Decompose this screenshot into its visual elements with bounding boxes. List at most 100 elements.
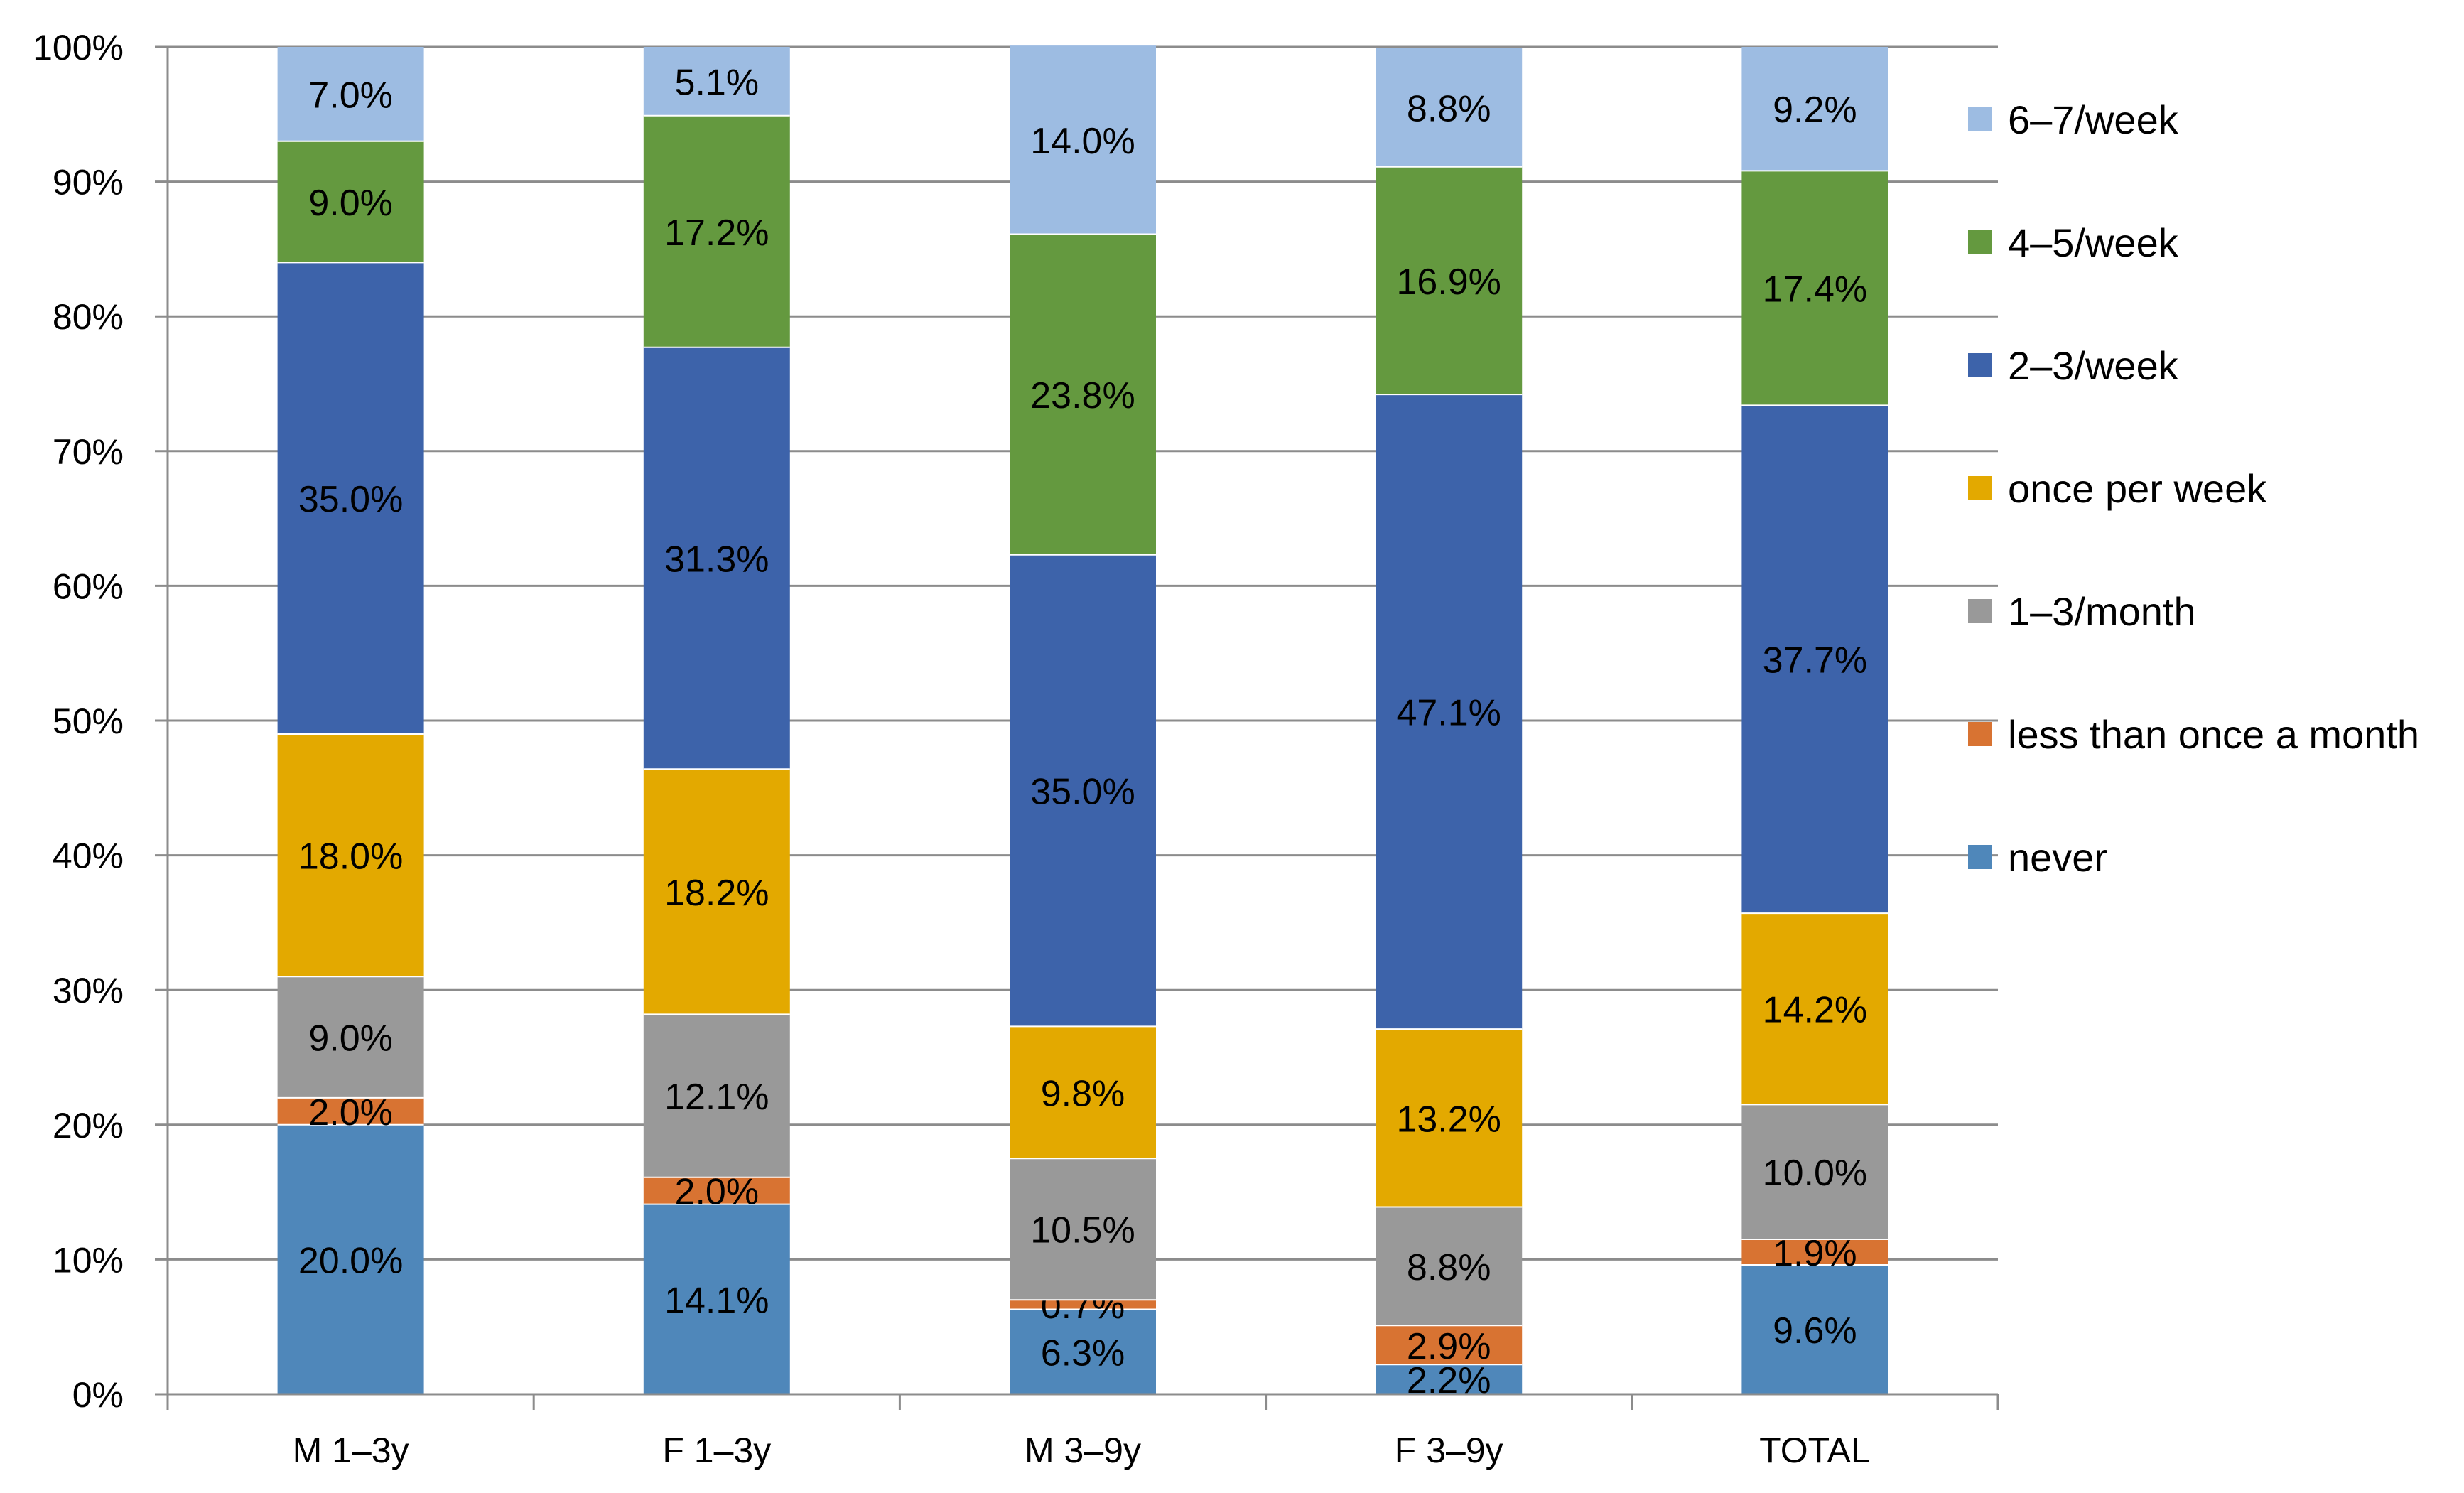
- y-tick-label: 20%: [53, 1106, 124, 1146]
- data-label: 8.8%: [1407, 1247, 1491, 1288]
- data-label: 13.2%: [1396, 1099, 1501, 1140]
- bar-segment: [1741, 1239, 1888, 1265]
- data-label: 9.8%: [1041, 1073, 1125, 1114]
- y-tick-label: 0%: [72, 1375, 124, 1415]
- bar-segment: [277, 976, 424, 1098]
- data-label: 2.9%: [1407, 1326, 1491, 1367]
- data-label: 18.2%: [664, 873, 769, 914]
- bar-segment: [1010, 554, 1156, 1027]
- data-label: 47.1%: [1396, 693, 1501, 734]
- bar-segment: [277, 733, 424, 977]
- y-tick-label: 90%: [53, 163, 124, 203]
- data-label: 23.8%: [1030, 375, 1135, 416]
- bar-segment: [277, 141, 424, 263]
- legend-swatch: [1968, 722, 1992, 746]
- legend-swatch: [1968, 476, 1992, 500]
- bar-segment: [1376, 1325, 1523, 1365]
- legend-label: 4–5/week: [2008, 220, 2179, 265]
- bar-segment: [1741, 1104, 1888, 1239]
- bar-segment: [1741, 171, 1888, 406]
- bar-segment: [277, 1097, 424, 1125]
- x-category-label: TOTAL: [1759, 1430, 1871, 1470]
- bar-segment: [1010, 1158, 1156, 1300]
- legend: 6–7/week 4–5/week 2–3/week once per week 1–3…: [1968, 97, 2419, 880]
- x-category-label: M 1–3y: [293, 1430, 409, 1470]
- data-label: 10.5%: [1030, 1210, 1135, 1251]
- y-tick-label: 60%: [53, 566, 124, 606]
- bar-segment: [643, 769, 790, 1015]
- bar-segment: [1376, 1207, 1523, 1326]
- bar-segment: [1010, 45, 1156, 235]
- data-label: 12.1%: [664, 1077, 769, 1118]
- data-label: 14.1%: [664, 1280, 769, 1321]
- legend-swatch: [1968, 845, 1992, 869]
- bar-segment: [1376, 394, 1523, 1030]
- data-label: 9.6%: [1773, 1310, 1857, 1352]
- x-category-label: F 3–9y: [1395, 1430, 1503, 1470]
- x-category-label: M 3–9y: [1025, 1430, 1141, 1470]
- bars: 20.0% 2.0% 9.0% 18.0% 35.0% 9.0% 7.0% 14.1% 2.0%…: [277, 45, 1888, 1401]
- y-tick-label: 30%: [53, 971, 124, 1010]
- legend-swatch: [1968, 599, 1992, 623]
- data-label: 2.0%: [308, 1092, 393, 1133]
- bar-segment: [1741, 913, 1888, 1105]
- bar-segment: [277, 262, 424, 734]
- y-tick-label: 70%: [53, 432, 124, 472]
- bar-segment: [277, 1124, 424, 1394]
- bar-segment: [643, 347, 790, 770]
- data-label: 9.0%: [308, 183, 393, 224]
- bar-segment: [643, 115, 790, 347]
- y-tick-label: 40%: [53, 836, 124, 876]
- data-label: 17.4%: [1763, 269, 1867, 310]
- y-tick-label: 50%: [53, 701, 124, 741]
- data-label: 14.0%: [1030, 121, 1135, 162]
- bar-segment: [1376, 166, 1523, 395]
- bar-segment: [1741, 1264, 1888, 1394]
- y-tick-label: 80%: [53, 297, 124, 337]
- bar-segment: [1010, 1300, 1156, 1310]
- data-label: 7.0%: [308, 75, 393, 116]
- axes: 0% 10% 20% 30% 40% 50% 60% 70% 80% 90% 100% M 1–3y F…: [33, 28, 1999, 1470]
- data-label: 17.2%: [664, 212, 769, 254]
- data-label: 14.2%: [1763, 990, 1867, 1031]
- data-label: 37.7%: [1763, 640, 1867, 681]
- data-label: 18.0%: [298, 836, 403, 878]
- bar-segment: [643, 1177, 790, 1204]
- bar-segment: [1376, 1364, 1523, 1394]
- data-label: 35.0%: [298, 479, 403, 520]
- legend-swatch: [1968, 353, 1992, 377]
- legend-swatch: [1968, 230, 1992, 254]
- bar-segment: [1376, 48, 1523, 167]
- bar-segment: [1741, 405, 1888, 914]
- bar-segment: [643, 1204, 790, 1394]
- data-label: 9.2%: [1773, 90, 1857, 131]
- data-label: 16.9%: [1396, 262, 1501, 303]
- data-label: 6.3%: [1041, 1332, 1125, 1374]
- data-label: 10.0%: [1763, 1153, 1867, 1194]
- bar-segment: [643, 1014, 790, 1177]
- legend-label: 2–3/week: [2008, 343, 2179, 388]
- legend-label: never: [2008, 835, 2107, 880]
- legend-label: once per week: [2008, 466, 2267, 511]
- bar-segment: [1376, 1029, 1523, 1207]
- x-category-label: F 1–3y: [662, 1430, 771, 1470]
- bar-segment: [1010, 1026, 1156, 1159]
- legend-label: less than once a month: [2008, 712, 2419, 757]
- bar-segment: [1741, 47, 1888, 171]
- data-label: 5.1%: [675, 62, 760, 103]
- data-label: 20.0%: [298, 1240, 403, 1281]
- bar-segment: [643, 47, 790, 116]
- y-tick-label: 100%: [33, 28, 124, 68]
- data-label: 31.3%: [664, 539, 769, 581]
- legend-swatch: [1968, 107, 1992, 131]
- bar-segment: [1010, 234, 1156, 555]
- data-label: 8.8%: [1407, 88, 1491, 129]
- y-tick-label: 10%: [53, 1240, 124, 1280]
- bar-segment: [1010, 1309, 1156, 1394]
- legend-label: 6–7/week: [2008, 97, 2179, 142]
- data-label: 9.0%: [308, 1018, 393, 1060]
- legend-label: 1–3/month: [2008, 589, 2196, 634]
- data-label: 2.0%: [675, 1172, 760, 1213]
